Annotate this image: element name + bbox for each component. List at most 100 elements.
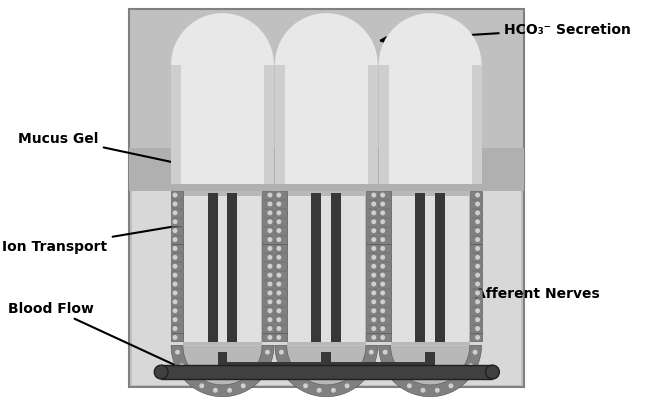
Polygon shape <box>171 65 181 185</box>
Circle shape <box>172 220 178 225</box>
Polygon shape <box>223 362 430 367</box>
Circle shape <box>387 363 392 369</box>
Polygon shape <box>379 298 391 306</box>
Circle shape <box>371 202 376 207</box>
Polygon shape <box>366 209 378 217</box>
Circle shape <box>435 388 440 393</box>
Polygon shape <box>161 365 493 379</box>
Polygon shape <box>469 271 481 279</box>
Polygon shape <box>275 325 287 333</box>
Circle shape <box>475 211 480 216</box>
Polygon shape <box>469 298 481 306</box>
Polygon shape <box>379 307 391 315</box>
Circle shape <box>172 211 178 216</box>
Circle shape <box>276 237 281 243</box>
Circle shape <box>292 375 296 380</box>
Polygon shape <box>366 271 378 279</box>
Polygon shape <box>262 271 274 279</box>
Circle shape <box>172 291 178 296</box>
Polygon shape <box>425 352 435 365</box>
Polygon shape <box>288 196 365 342</box>
Polygon shape <box>469 209 481 217</box>
Circle shape <box>276 308 281 314</box>
Polygon shape <box>366 298 378 306</box>
Polygon shape <box>171 307 183 315</box>
Polygon shape <box>171 254 183 262</box>
Polygon shape <box>379 263 391 271</box>
Polygon shape <box>171 280 183 288</box>
Circle shape <box>473 350 477 355</box>
Circle shape <box>365 363 369 369</box>
Polygon shape <box>379 218 391 226</box>
Polygon shape <box>379 200 391 209</box>
Circle shape <box>380 308 385 314</box>
Circle shape <box>475 282 480 287</box>
Polygon shape <box>171 245 183 253</box>
Circle shape <box>180 363 184 369</box>
Circle shape <box>267 308 272 314</box>
Circle shape <box>371 255 376 260</box>
Polygon shape <box>275 334 287 342</box>
Polygon shape <box>171 334 183 342</box>
Circle shape <box>380 300 385 305</box>
Circle shape <box>345 383 349 388</box>
Polygon shape <box>471 65 481 185</box>
Circle shape <box>371 220 376 225</box>
Circle shape <box>172 308 178 314</box>
Polygon shape <box>379 289 391 297</box>
Circle shape <box>265 350 270 355</box>
Circle shape <box>371 273 376 278</box>
Circle shape <box>475 300 480 305</box>
Polygon shape <box>171 192 183 200</box>
Circle shape <box>380 229 385 233</box>
Polygon shape <box>227 194 237 342</box>
Circle shape <box>448 383 453 388</box>
Circle shape <box>407 383 412 388</box>
Circle shape <box>475 326 480 331</box>
Polygon shape <box>129 148 524 192</box>
Polygon shape <box>379 245 391 253</box>
Polygon shape <box>171 65 274 185</box>
Circle shape <box>172 326 178 331</box>
Circle shape <box>371 282 376 287</box>
Polygon shape <box>275 280 287 288</box>
Polygon shape <box>469 218 481 226</box>
Circle shape <box>227 388 232 393</box>
Circle shape <box>380 273 385 278</box>
Circle shape <box>172 282 178 287</box>
Polygon shape <box>379 192 391 200</box>
Circle shape <box>267 211 272 216</box>
Circle shape <box>475 229 480 233</box>
Circle shape <box>172 264 178 269</box>
Polygon shape <box>184 196 261 342</box>
Polygon shape <box>379 209 391 217</box>
Circle shape <box>267 335 272 340</box>
Polygon shape <box>379 325 391 333</box>
Polygon shape <box>262 334 274 342</box>
Polygon shape <box>275 346 378 397</box>
Polygon shape <box>262 254 274 262</box>
Circle shape <box>253 375 257 380</box>
Circle shape <box>475 246 480 251</box>
Circle shape <box>420 388 426 393</box>
Polygon shape <box>262 245 274 253</box>
Polygon shape <box>171 218 183 226</box>
Circle shape <box>380 335 385 340</box>
Circle shape <box>283 363 288 369</box>
Circle shape <box>267 282 272 287</box>
Circle shape <box>380 193 385 198</box>
Circle shape <box>188 375 193 380</box>
Circle shape <box>172 229 178 233</box>
Polygon shape <box>275 218 287 226</box>
Circle shape <box>276 291 281 296</box>
Circle shape <box>276 326 281 331</box>
Circle shape <box>371 229 376 233</box>
Circle shape <box>395 375 400 380</box>
Polygon shape <box>275 298 287 306</box>
Ellipse shape <box>171 14 274 117</box>
Circle shape <box>475 220 480 225</box>
Circle shape <box>475 291 480 296</box>
Polygon shape <box>262 192 274 200</box>
Circle shape <box>475 317 480 322</box>
Circle shape <box>276 220 281 225</box>
